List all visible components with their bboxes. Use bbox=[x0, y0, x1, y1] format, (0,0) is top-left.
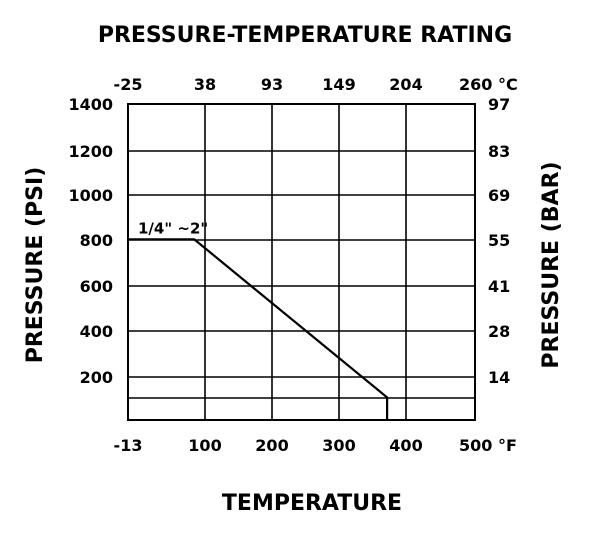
y-right-tick-4: 41 bbox=[488, 277, 510, 296]
x-bottom-tick-0: -13 bbox=[114, 436, 143, 455]
x-top-tick-1: 38 bbox=[194, 75, 216, 94]
grid bbox=[128, 104, 475, 420]
y-left-tick-5: 400 bbox=[80, 322, 113, 341]
y-left-tick-6: 200 bbox=[80, 368, 113, 387]
plot-frame bbox=[127, 103, 476, 421]
y-right-tick-5: 28 bbox=[488, 322, 510, 341]
x-top-tick-4: 204 bbox=[389, 75, 422, 94]
x-bottom-tick-2: 200 bbox=[255, 436, 288, 455]
x-top-tick-5: 260 °C bbox=[459, 75, 518, 94]
y-left-tick-3: 800 bbox=[80, 231, 113, 250]
y-right-tick-0: 97 bbox=[488, 95, 510, 114]
tick-labels: -25 38 93 149 204 260 °C -13 100 200 300 400 500 °F… bbox=[68, 75, 517, 455]
x-bottom-tick-4: 400 bbox=[389, 436, 422, 455]
x-bottom-tick-3: 300 bbox=[322, 436, 355, 455]
y-axis-right-title: PRESSURE (BAR) bbox=[539, 161, 564, 368]
y-left-tick-0: 1400 bbox=[68, 95, 113, 114]
x-top-tick-3: 149 bbox=[322, 75, 355, 94]
y-left-tick-1: 1200 bbox=[68, 142, 113, 161]
x-bottom-tick-1: 100 bbox=[188, 436, 221, 455]
x-bottom-tick-5: 500 °F bbox=[459, 436, 517, 455]
x-top-tick-0: -25 bbox=[114, 75, 143, 94]
y-right-tick-2: 69 bbox=[488, 186, 510, 205]
y-right-tick-6: 14 bbox=[488, 368, 510, 387]
x-axis-title: TEMPERATURE bbox=[222, 491, 402, 516]
series-line-0 bbox=[128, 238, 389, 420]
y-axis-left-title: PRESSURE (PSI) bbox=[23, 167, 48, 364]
y-left-tick-4: 600 bbox=[80, 277, 113, 296]
x-top-tick-2: 93 bbox=[261, 75, 283, 94]
y-left-tick-2: 1000 bbox=[68, 186, 113, 205]
series-label-0: 1/4" ~2" bbox=[138, 219, 208, 237]
y-right-tick-1: 83 bbox=[488, 142, 510, 161]
series-lines: 1/4" ~2" bbox=[127, 219, 389, 421]
chart-title: PRESSURE-TEMPERATURE RATING bbox=[98, 23, 512, 48]
y-right-tick-3: 55 bbox=[488, 231, 510, 250]
plot-border bbox=[127, 103, 476, 421]
